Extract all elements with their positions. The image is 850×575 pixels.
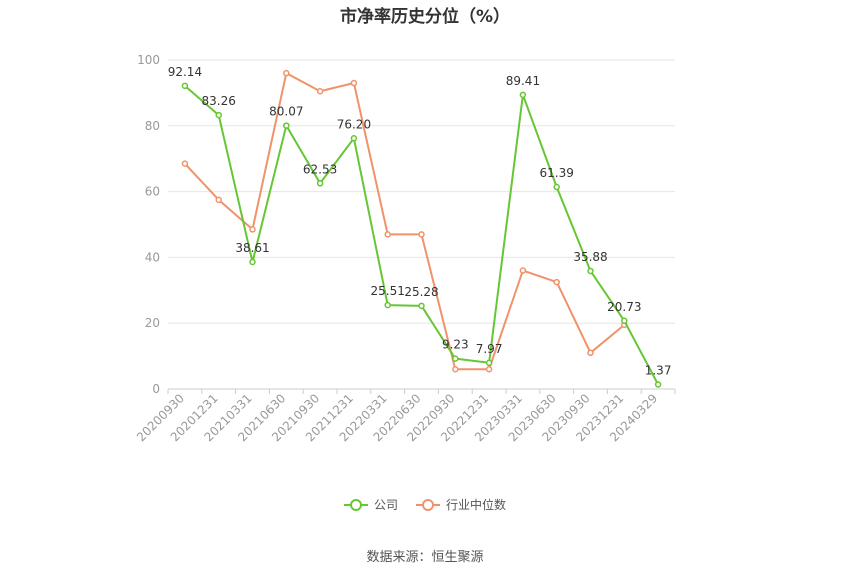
data-label: 7.97 — [476, 342, 503, 356]
data-label: 9.23 — [442, 338, 469, 352]
legend-swatch-company — [343, 498, 368, 512]
legend-label-company: 公司 — [373, 498, 398, 512]
data-label: 89.41 — [506, 74, 540, 88]
data-point — [350, 79, 358, 87]
chart-title: 市净率历史分位（%） — [339, 7, 511, 27]
data-point — [249, 258, 256, 266]
data-label: 80.07 — [269, 105, 303, 119]
data-point — [519, 267, 527, 274]
data-point — [350, 135, 358, 142]
legend-item-industry-median[interactable]: 行业中位数 — [416, 496, 506, 513]
data-point — [384, 231, 391, 238]
data-point — [418, 231, 425, 238]
data-point — [485, 366, 493, 373]
data-label: 92.14 — [168, 65, 202, 79]
data-point — [553, 278, 560, 286]
data-label: 20.73 — [607, 300, 641, 314]
series-lines — [181, 69, 662, 388]
legend: 公司 行业中位数 — [0, 496, 850, 513]
data-point — [654, 381, 662, 388]
data-point — [452, 366, 459, 373]
data-point — [283, 122, 290, 129]
data-label: 62.53 — [303, 162, 337, 176]
grid-lines — [168, 59, 675, 390]
data-point — [316, 88, 324, 95]
y-tick-label: 40 — [145, 250, 160, 264]
legend-label-industry-median: 行业中位数 — [446, 498, 507, 512]
y-tick-label: 60 — [145, 185, 160, 199]
data-point — [316, 180, 324, 187]
data-label: 25.51 — [371, 284, 405, 298]
data-label: 35.88 — [573, 250, 607, 264]
y-tick-label: 20 — [145, 316, 160, 330]
data-label: 1.37 — [645, 363, 672, 377]
series-line — [184, 72, 625, 371]
data-point — [181, 82, 189, 90]
data-point — [553, 183, 560, 191]
data-point — [418, 302, 425, 310]
data-point — [283, 69, 290, 77]
data-source-note: 数据来源：恒生聚源 — [366, 550, 484, 565]
data-point — [485, 359, 493, 367]
data-point — [249, 226, 256, 233]
data-label: 61.39 — [540, 166, 574, 180]
y-tick-label: 80 — [145, 119, 160, 133]
data-point — [181, 160, 189, 167]
legend-swatch-industry-median — [416, 498, 440, 512]
data-point — [519, 91, 527, 99]
data-label: 38.61 — [235, 241, 269, 255]
data-label: 76.20 — [337, 117, 371, 131]
y-tick-label: 0 — [152, 382, 160, 396]
data-point — [621, 317, 628, 325]
y-tick-label: 100 — [137, 53, 160, 67]
data-point — [452, 355, 459, 362]
legend-item-company[interactable]: 公司 — [343, 496, 398, 513]
data-point — [587, 349, 594, 357]
data-labels: 92.14 83.26 38.61 80.07 62.53 76.20 25.51 25.28… — [168, 65, 672, 378]
data-label: 83.26 — [202, 94, 236, 108]
data-point — [215, 196, 222, 204]
data-point — [384, 301, 391, 309]
data-point — [215, 111, 222, 119]
data-point — [587, 267, 594, 275]
data-label: 25.28 — [404, 285, 438, 299]
